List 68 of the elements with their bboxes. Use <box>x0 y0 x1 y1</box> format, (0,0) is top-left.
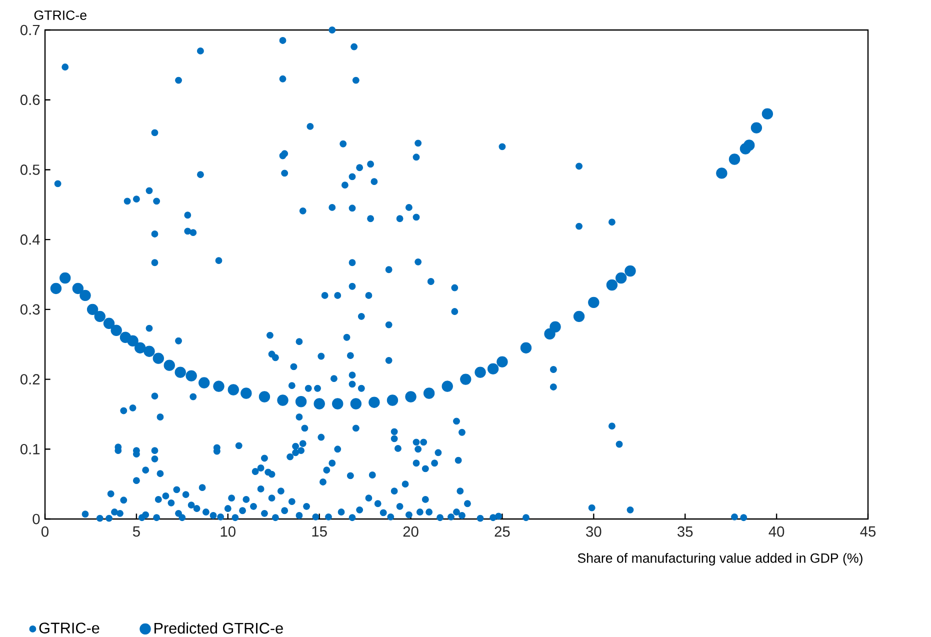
point <box>94 310 106 322</box>
y-tick-label: 0 <box>32 514 40 524</box>
x-tick-label: 5 <box>132 526 140 537</box>
point <box>520 342 532 354</box>
point <box>750 122 762 134</box>
point <box>174 366 186 378</box>
point <box>213 380 224 392</box>
point <box>474 366 486 378</box>
point <box>573 310 585 322</box>
point <box>624 265 636 277</box>
point <box>332 398 344 410</box>
y-tick-label: 0.4 <box>20 234 40 245</box>
point <box>50 282 62 294</box>
point <box>716 168 728 179</box>
point <box>103 318 115 330</box>
x-tick-label: 15 <box>312 526 327 537</box>
x-tick-label: 40 <box>768 526 784 537</box>
point <box>110 324 122 336</box>
point <box>258 391 270 402</box>
point <box>728 154 740 165</box>
point <box>72 282 84 294</box>
point <box>606 279 618 291</box>
point <box>550 321 561 332</box>
point <box>134 342 146 354</box>
point <box>60 272 71 284</box>
point <box>198 377 210 388</box>
point <box>368 396 380 408</box>
x-tick-label: 0 <box>41 526 48 537</box>
point <box>164 360 175 371</box>
legend-label: GTRIC-e <box>39 622 100 634</box>
point <box>423 388 435 399</box>
point <box>228 384 239 396</box>
point <box>295 396 307 408</box>
point <box>144 346 155 357</box>
point <box>127 335 138 346</box>
point <box>152 352 164 364</box>
legend-label: Predicted GTRIC-e <box>154 622 283 634</box>
point <box>442 380 453 392</box>
y-tick-label: 0.5 <box>20 164 40 175</box>
point <box>588 296 600 308</box>
point <box>762 108 774 120</box>
point <box>460 374 472 385</box>
point <box>80 290 91 302</box>
x-tick-label: 25 <box>494 526 510 537</box>
x-tick-label: 20 <box>403 526 418 537</box>
y-axis-title: GTRIC-e <box>34 10 86 20</box>
x-tick-label: 35 <box>678 526 693 537</box>
x-tick-label: 10 <box>220 526 236 537</box>
point <box>616 272 627 284</box>
point <box>405 391 416 402</box>
x-axis-title: Share of manufacturing value added in GDP (%) <box>578 553 862 566</box>
x-tick-label: 45 <box>860 526 876 537</box>
point <box>277 394 288 406</box>
y-tick-label: 0.2 <box>20 374 40 384</box>
point <box>487 363 499 374</box>
y-tick-label: 0.3 <box>20 304 40 315</box>
point <box>186 370 197 382</box>
point <box>314 398 325 410</box>
point <box>496 356 508 368</box>
y-tick-label: 0.6 <box>20 94 40 106</box>
point <box>86 304 98 316</box>
y-tick-label: 0.7 <box>20 24 40 36</box>
point <box>386 394 398 406</box>
x-tick-label: 30 <box>586 526 602 537</box>
point <box>744 140 755 151</box>
y-tick-label: 0.1 <box>20 444 40 454</box>
point <box>240 388 252 399</box>
point <box>350 398 362 410</box>
